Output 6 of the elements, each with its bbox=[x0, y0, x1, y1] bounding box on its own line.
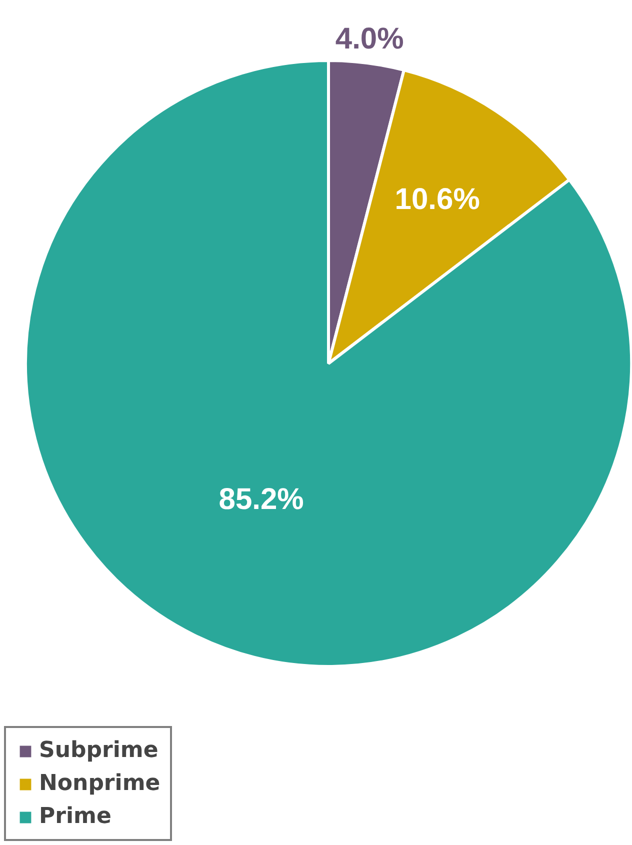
data-label: 10.6% bbox=[394, 182, 480, 216]
legend-label: Prime bbox=[39, 804, 112, 829]
data-label: 85.2% bbox=[218, 482, 304, 516]
legend-label: Subprime bbox=[39, 738, 158, 763]
legend-label: Nonprime bbox=[39, 771, 160, 796]
data-label: 4.0% bbox=[335, 22, 404, 56]
